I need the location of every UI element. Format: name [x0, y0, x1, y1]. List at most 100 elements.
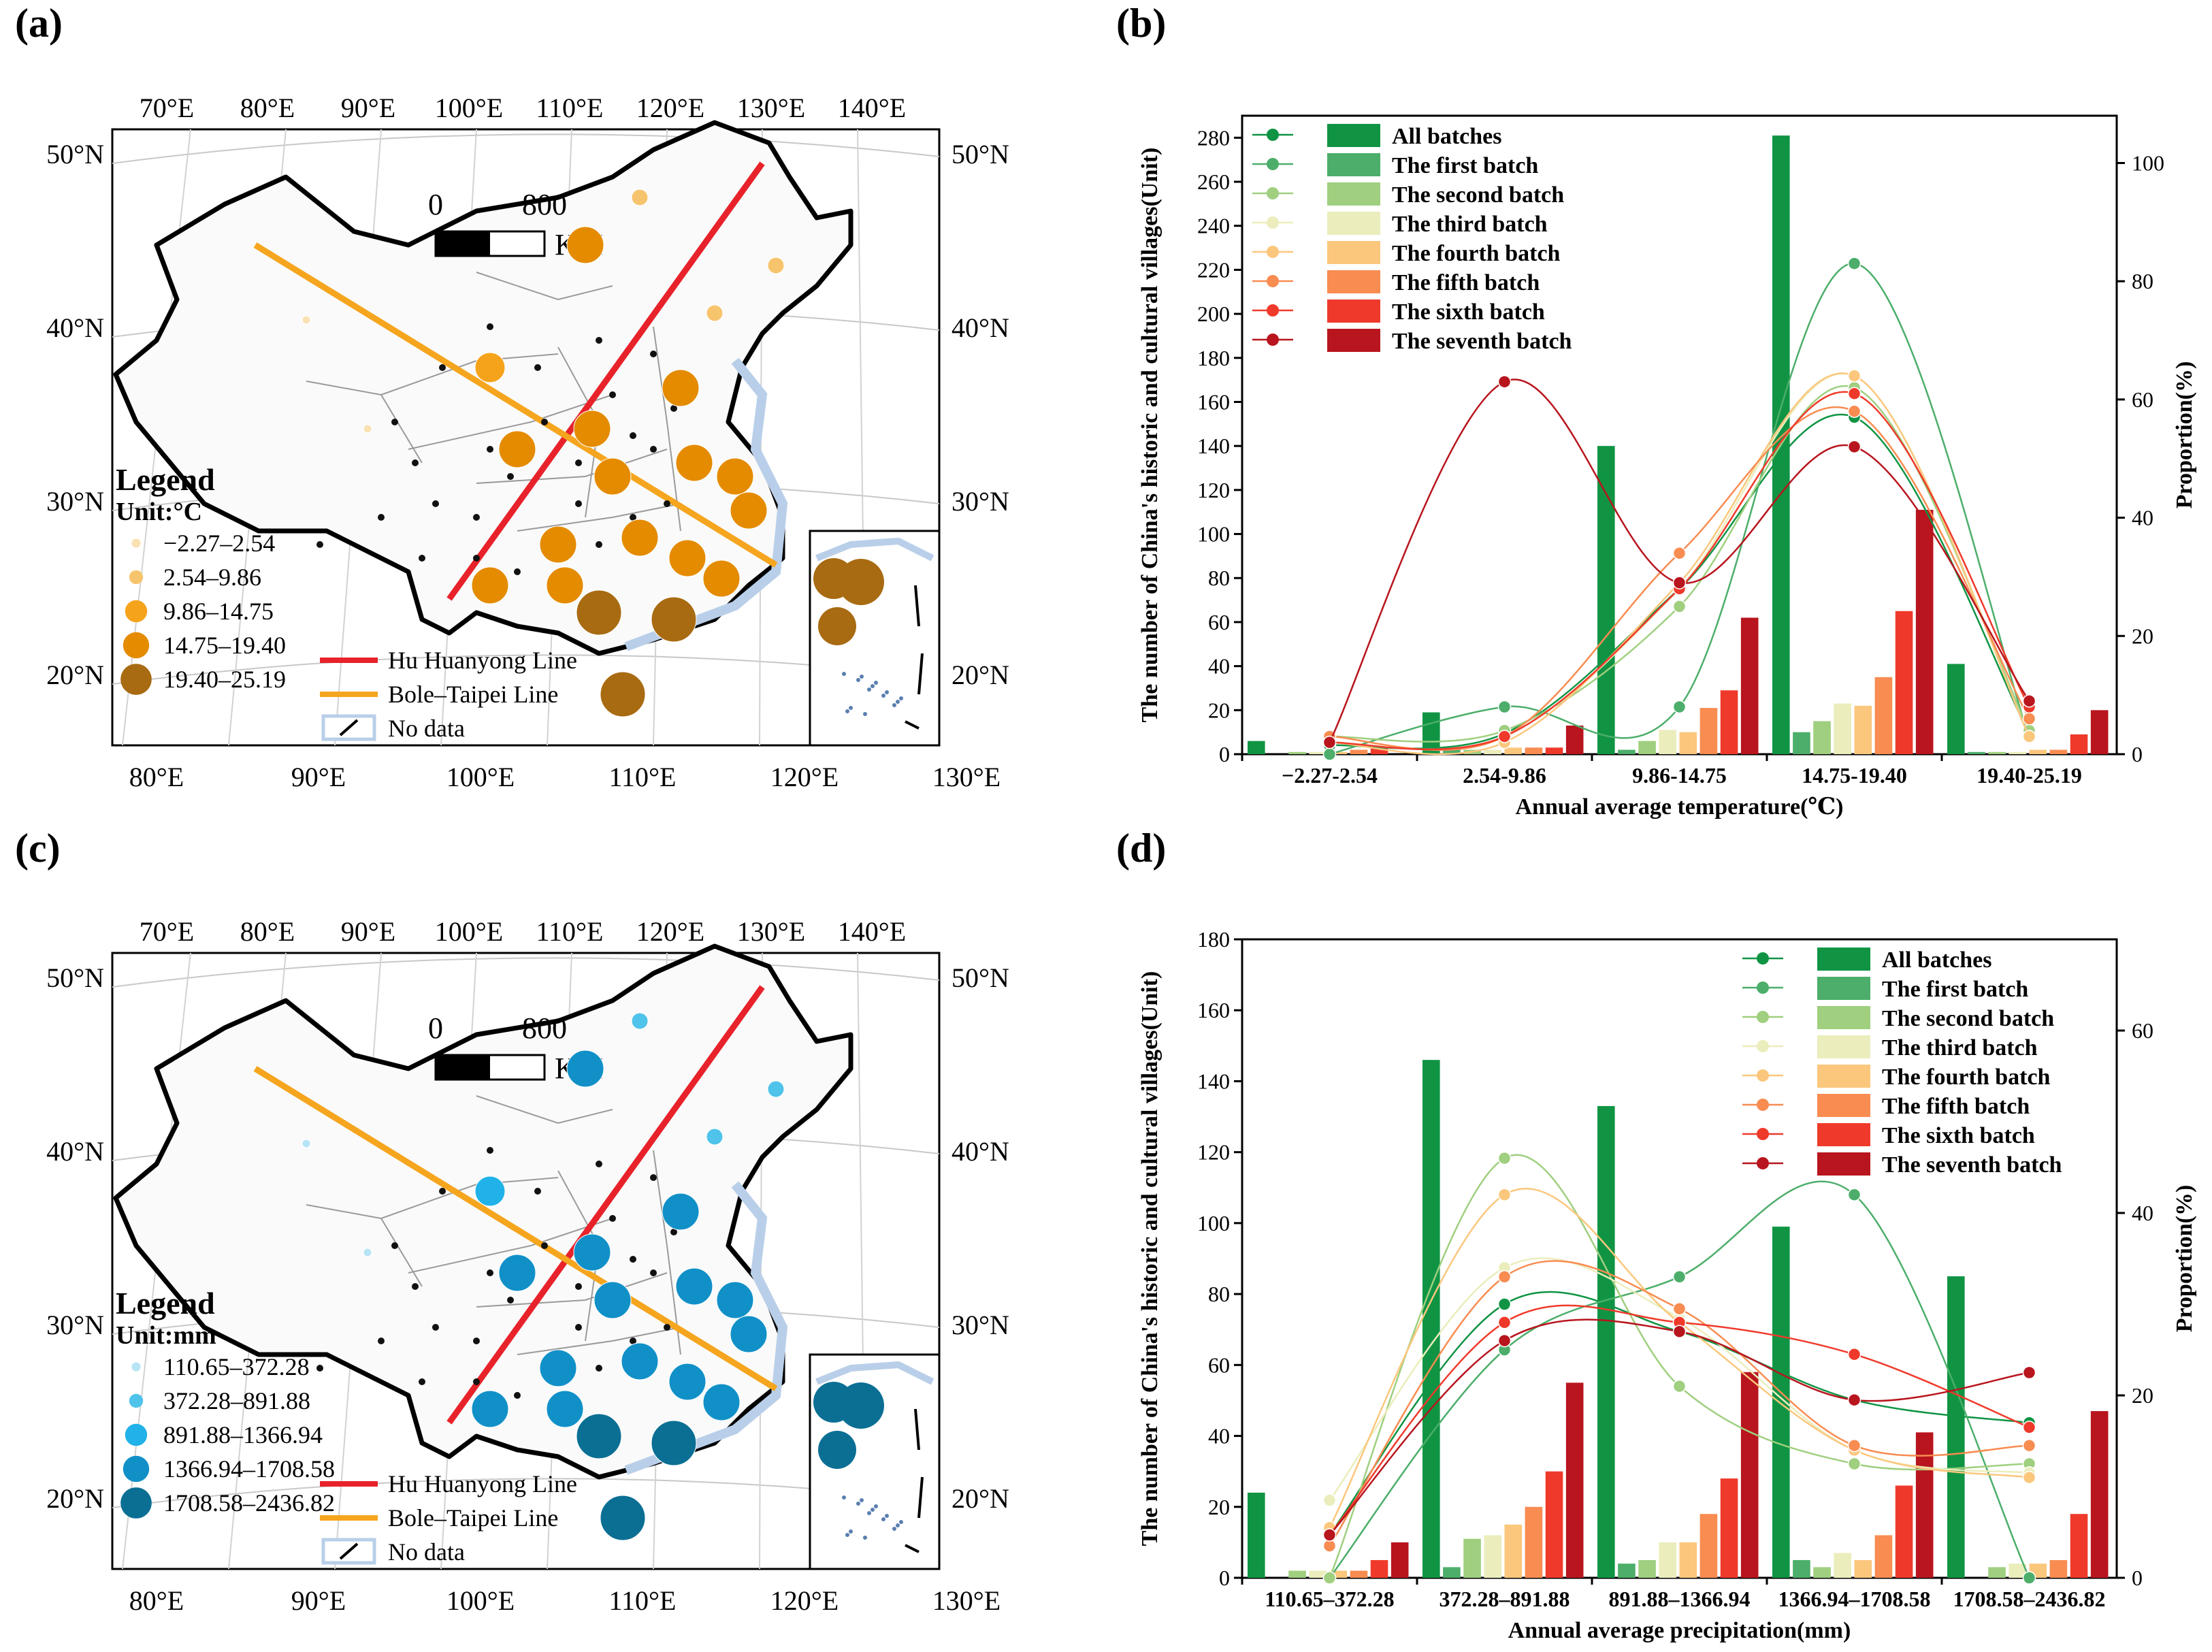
- bottom-lon-label: 100°E: [446, 1585, 515, 1616]
- legend-hu-label: Hu Huanyong Line: [388, 1470, 577, 1497]
- legend-title: Legend: [116, 1286, 215, 1321]
- proportion-point: [1847, 440, 1861, 454]
- legend-class-symbol: [120, 664, 152, 695]
- class-circle: [546, 566, 584, 604]
- village-dot: [487, 323, 493, 330]
- inset-island: [874, 1504, 878, 1508]
- bar: [2049, 1559, 2068, 1578]
- y-tick-label: 180: [1197, 927, 1230, 952]
- bar: [1484, 1535, 1501, 1578]
- village-dot: [316, 1365, 323, 1372]
- y-tick-label: 20: [1208, 698, 1230, 722]
- province-border: [517, 503, 681, 532]
- precipitation-map: 70°E 80°E 90°E 100°E 110°E 120°E 130°E 140°E 80°…: [46, 916, 1009, 1616]
- legend-swatch: [1817, 1035, 1870, 1058]
- bar: [1740, 617, 1759, 754]
- village-dot: [487, 446, 493, 453]
- legend-class-label: 891.88–1366.94: [163, 1421, 323, 1448]
- village-dot: [630, 1338, 636, 1344]
- legend-class-label: 110.65–372.28: [163, 1353, 310, 1380]
- bar: [1370, 747, 1388, 754]
- bar: [1915, 509, 1934, 754]
- class-circle: [767, 1080, 785, 1098]
- legend-class-symbol: [125, 1423, 148, 1446]
- bar: [1699, 708, 1718, 754]
- bar: [1988, 751, 2006, 754]
- bottom-lon-label: 90°E: [291, 1585, 346, 1616]
- legend-marker: [1757, 1040, 1769, 1052]
- legend-class-label: 9.86–14.75: [163, 598, 274, 625]
- proportion-point: [2022, 1571, 2036, 1585]
- bar: [1834, 703, 1851, 754]
- class-circle: [668, 1363, 706, 1401]
- bar: [1895, 1485, 1913, 1578]
- class-circle: [576, 1413, 622, 1459]
- right-lat-label: 30°N: [952, 486, 1009, 517]
- scale-label-zero: 0: [428, 188, 443, 221]
- village-dot: [419, 1378, 425, 1385]
- village-dot: [419, 555, 425, 562]
- legend-class-symbol: [120, 1487, 152, 1519]
- proportion-point: [1497, 730, 1512, 743]
- class-circle: [302, 1139, 311, 1148]
- legend-marker: [1757, 1128, 1769, 1140]
- panel-label-a: (a): [15, 1, 63, 46]
- inset-island: [849, 1529, 853, 1534]
- village-dot: [378, 514, 385, 521]
- proportion-point: [1847, 1438, 1861, 1453]
- inset-island: [856, 1502, 860, 1506]
- village-dot: [432, 1324, 439, 1331]
- right-lat-label: 20°N: [952, 660, 1009, 690]
- right-lat-label: 50°N: [952, 962, 1009, 993]
- bar: [1329, 751, 1348, 754]
- y-tick-label: 100: [1197, 1211, 1230, 1235]
- class-circle: [716, 1281, 754, 1319]
- class-circle: [631, 189, 649, 206]
- legend-class-symbol: [123, 632, 150, 659]
- hu-huanyong-line: [446, 161, 765, 601]
- legend-nodata-label: No data: [388, 715, 465, 742]
- proportion-line: [1329, 391, 2030, 751]
- inset-coast: [815, 537, 934, 562]
- x-tick-label: 19.40-25.19: [1977, 763, 2082, 788]
- legend-class-symbol: [131, 538, 141, 548]
- proportion-line: [1329, 413, 2030, 749]
- legend-swatch: [1817, 977, 1870, 1000]
- legend-swatch: [1817, 948, 1870, 971]
- proportion-point: [1672, 1325, 1687, 1338]
- legend-marker: [1267, 187, 1279, 199]
- proportion-point: [1497, 1270, 1512, 1284]
- inset-island: [845, 709, 849, 713]
- left-lat-label: 30°N: [46, 1310, 104, 1340]
- province-border: [653, 326, 681, 532]
- village-dot: [473, 1338, 480, 1344]
- x-tick-label: 9.86-14.75: [1632, 763, 1727, 788]
- class-circle: [302, 315, 311, 325]
- y-tick-label: 120: [1197, 1140, 1230, 1165]
- legend-marker: [1267, 334, 1279, 346]
- y2-tick-label: 60: [2132, 1018, 2153, 1043]
- village-dot: [609, 391, 616, 398]
- legend-nodata-box: [321, 714, 376, 741]
- hu-huanyong-line: [446, 985, 765, 1425]
- panel-label-d: (d): [1116, 826, 1167, 871]
- village-dot: [514, 568, 521, 575]
- x-tick-label: 372.28–891.88: [1440, 1587, 1570, 1611]
- legend-marker: [1267, 246, 1279, 258]
- legend-class-label: 1708.58–2436.82: [163, 1489, 335, 1517]
- y2-axis-label: Proportion(%): [2172, 1185, 2197, 1333]
- village-dot: [316, 541, 323, 548]
- y-tick-label: 80: [1208, 1282, 1230, 1306]
- top-lon-label: 80°E: [240, 916, 295, 947]
- proportion-line: [1329, 1180, 2030, 1578]
- village-dot: [575, 459, 582, 466]
- left-lat-label: 30°N: [46, 486, 104, 517]
- proportion-line: [1329, 1304, 2030, 1536]
- village-dot: [412, 459, 419, 466]
- right-lat-label: 40°N: [952, 312, 1009, 343]
- bar: [1915, 1432, 1934, 1578]
- bar: [1854, 1559, 1872, 1578]
- class-circle: [675, 1267, 713, 1306]
- bottom-lon-label: 110°E: [609, 762, 677, 792]
- proportion-point: [1847, 369, 1861, 383]
